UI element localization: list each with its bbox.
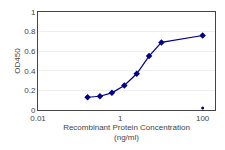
svg-text:100: 100 [196,114,210,123]
svg-text:0.2: 0.2 [24,86,36,95]
svg-text:0.8: 0.8 [24,27,36,36]
svg-text:0: 0 [31,106,36,115]
svg-text:Recombinant Protein Concentrat: Recombinant Protein Concentration(ng/ml) [63,123,190,142]
svg-text:OD450: OD450 [13,48,22,74]
svg-text:0.4: 0.4 [24,67,36,76]
svg-text:0.01: 0.01 [30,114,46,123]
svg-text:1: 1 [118,114,123,123]
svg-text:1: 1 [31,8,36,17]
svg-text:0.6: 0.6 [24,47,36,56]
